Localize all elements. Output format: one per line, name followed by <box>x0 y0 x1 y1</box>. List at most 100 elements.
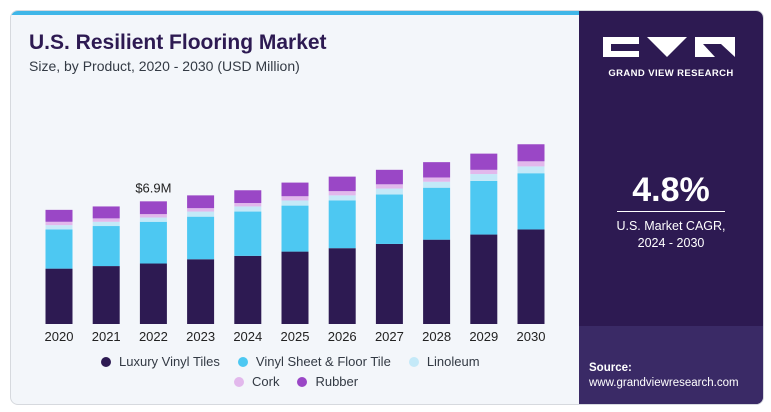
bar-chart: 2020 2021 2022 $6.9M 2023 2024 2025 2026 2027 202… <box>45 144 545 344</box>
bar-segment-2030-0 <box>517 229 545 324</box>
legend-row: Luxury Vinyl Tiles Vinyl Sheet & Floor Ti… <box>101 354 571 369</box>
source-panel <box>579 326 763 404</box>
cagr-divider <box>617 211 725 212</box>
bar-segment-2021-4 <box>92 206 120 219</box>
bar-segment-2022-0 <box>139 263 167 324</box>
bar-segment-2022-1 <box>139 221 167 264</box>
bar-segment-2024-2 <box>234 206 262 212</box>
chart-legend: Luxury Vinyl Tiles Vinyl Sheet & Floor Ti… <box>101 354 571 394</box>
bar-segment-2020-0 <box>45 268 73 324</box>
bar-segment-2030-3 <box>517 161 545 167</box>
x-tick-label-2027: 2027 <box>375 329 404 344</box>
bar-segment-2023-3 <box>187 208 215 212</box>
bar-segment-2026-4 <box>328 176 356 192</box>
bar-segment-2020-2 <box>45 225 73 230</box>
info-panel: GRAND VIEW RESEARCH 4.8% U.S. Market CAG… <box>579 11 763 404</box>
bar-segment-2020-1 <box>45 229 73 269</box>
source-url: www.grandviewresearch.com <box>589 377 739 389</box>
legend-label: Luxury Vinyl Tiles <box>119 354 220 369</box>
logo-text: GRAND VIEW RESEARCH <box>608 68 734 79</box>
chart-subtitle: Size, by Product, 2020 - 2030 (USD Milli… <box>29 58 300 74</box>
bar-segment-2028-4 <box>423 162 451 178</box>
bar-segment-2028-0 <box>423 239 451 324</box>
x-tick-label-2020: 2020 <box>45 329 74 344</box>
legend-swatch <box>234 376 244 387</box>
legend-item: Rubber <box>297 374 358 389</box>
legend-swatch <box>101 356 111 367</box>
bar-segment-2029-0 <box>470 234 498 324</box>
bar-segment-2021-0 <box>92 266 120 324</box>
bar-segment-2027-3 <box>375 184 403 189</box>
bar-segment-2021-2 <box>92 221 120 227</box>
cagr-label-line1: U.S. Market CAGR, <box>616 219 726 233</box>
bar-segment-2025-0 <box>281 251 309 324</box>
legend-label: Linoleum <box>426 354 480 369</box>
bar-segment-2030-2 <box>517 166 545 174</box>
x-tick-label-2028: 2028 <box>422 329 451 344</box>
legend-item: Cork <box>234 374 279 389</box>
legend-label: Rubber <box>315 374 359 389</box>
bar-segment-2025-2 <box>281 200 309 206</box>
grand-view-research-logo <box>603 37 735 57</box>
chart-card: U.S. Resilient Flooring Market Size, by … <box>10 10 764 405</box>
bar-segment-2026-3 <box>328 191 356 196</box>
legend-item: Linoleum <box>408 354 480 369</box>
legend-swatch <box>297 376 308 387</box>
bar-segment-2022-4 <box>139 201 167 215</box>
bar-segment-2029-3 <box>470 169 498 175</box>
legend-swatch <box>237 356 248 367</box>
bar-segment-2020-4 <box>45 209 73 222</box>
bar-segment-2030-1 <box>517 173 545 230</box>
bar-segment-2025-1 <box>281 205 309 252</box>
bar-segment-2027-1 <box>375 194 403 244</box>
chart-title: U.S. Resilient Flooring Market <box>29 31 327 54</box>
legend-label: Vinyl Sheet & Floor Tile <box>255 354 391 369</box>
bar-segment-2024-0 <box>234 255 262 324</box>
bar-segment-2023-4 <box>187 195 215 209</box>
legend-item: Luxury Vinyl Tiles <box>101 354 220 369</box>
x-tick-label-2026: 2026 <box>328 329 357 344</box>
bar-segment-2030-4 <box>517 144 545 162</box>
bar-segment-2021-3 <box>92 218 120 222</box>
bar-segment-2026-2 <box>328 195 356 201</box>
bar-segment-2027-0 <box>375 243 403 324</box>
x-tick-label-2023: 2023 <box>186 329 215 344</box>
legend-row: Cork Rubber <box>234 374 571 389</box>
bar-segment-2029-2 <box>470 174 498 181</box>
cagr-label: U.S. Market CAGR, 2024 - 2030 <box>579 218 763 252</box>
bar-segment-2029-1 <box>470 180 498 235</box>
bar-segment-2028-2 <box>423 181 451 188</box>
legend-label: Cork <box>252 374 280 389</box>
bar-segment-2021-1 <box>92 226 120 267</box>
bar-value-label: $6.9M <box>135 180 171 195</box>
cagr-value: 4.8% <box>632 171 710 209</box>
x-tick-label-2029: 2029 <box>469 329 498 344</box>
bar-segment-2025-3 <box>281 196 309 201</box>
bar-segment-2025-4 <box>281 182 309 197</box>
bar-segment-2023-1 <box>187 216 215 260</box>
source-block: Source: www.grandviewresearch.com <box>589 361 739 391</box>
x-tick-label-2022: 2022 <box>139 329 168 344</box>
bar-segment-2027-2 <box>375 188 403 195</box>
bar-segment-2029-4 <box>470 153 498 170</box>
bar-segment-2028-1 <box>423 187 451 240</box>
x-tick-label-2021: 2021 <box>92 329 121 344</box>
bar-segment-2024-3 <box>234 203 262 207</box>
legend-swatch <box>408 356 419 367</box>
bar-segment-2023-2 <box>187 211 215 217</box>
x-tick-label-2024: 2024 <box>233 329 262 344</box>
bar-segment-2023-0 <box>187 259 215 324</box>
bar-segment-2024-4 <box>234 190 262 204</box>
bar-segment-2028-3 <box>423 177 451 182</box>
bar-segment-2027-4 <box>375 169 403 185</box>
accent-line <box>11 11 579 15</box>
bar-segment-2026-1 <box>328 200 356 249</box>
bar-segment-2022-3 <box>139 214 167 218</box>
bar-segment-2026-0 <box>328 248 356 324</box>
x-tick-label-2025: 2025 <box>281 329 310 344</box>
bar-segment-2024-1 <box>234 211 262 256</box>
bar-segment-2020-3 <box>45 221 73 226</box>
bar-segment-2022-2 <box>139 217 167 222</box>
cagr-label-line2: 2024 - 2030 <box>637 236 705 250</box>
legend-item: Vinyl Sheet & Floor Tile <box>237 354 391 369</box>
